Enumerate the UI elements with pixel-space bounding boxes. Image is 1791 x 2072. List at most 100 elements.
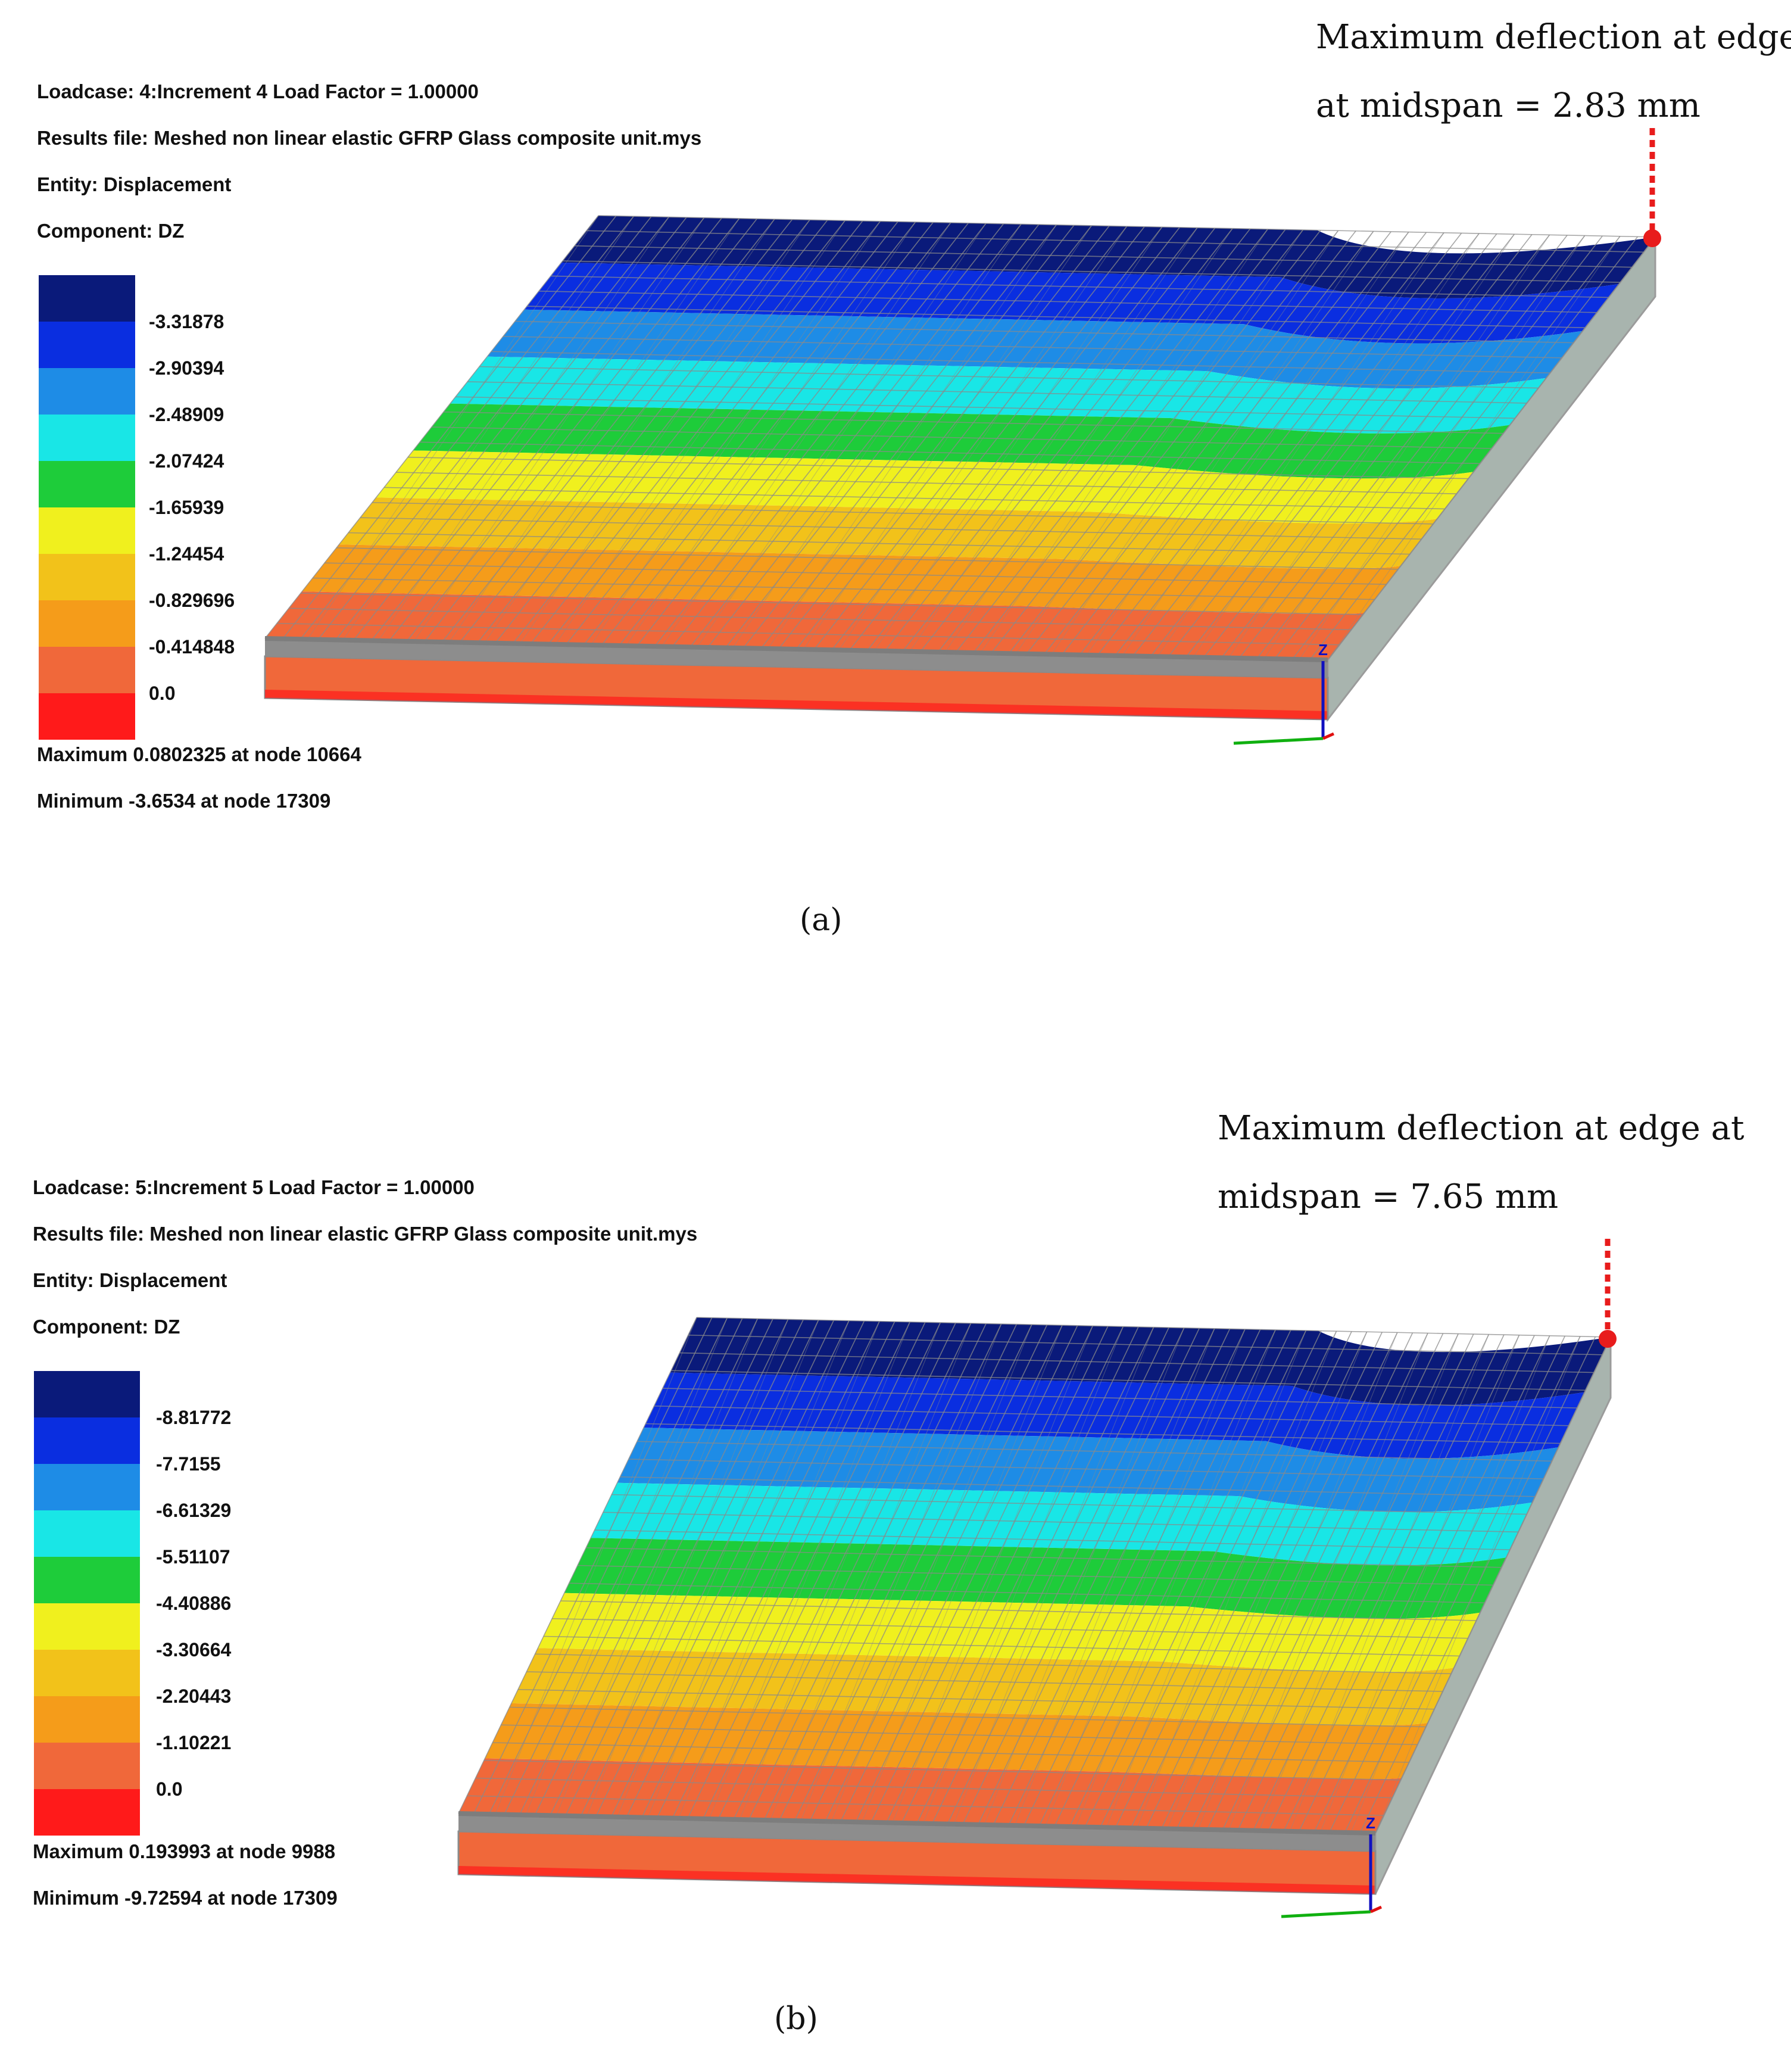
mesh-diagonal bbox=[1299, 235, 1586, 660]
mesh-line bbox=[594, 1529, 1510, 1550]
ply-gap bbox=[458, 1814, 1375, 1851]
mesh-diagonal bbox=[838, 226, 1127, 650]
mesh-diagonal bbox=[953, 1327, 1155, 1825]
mesh-diagonal bbox=[1289, 1334, 1489, 1832]
mesh-line bbox=[538, 290, 1597, 313]
mesh-line bbox=[467, 1795, 1384, 1816]
mesh-diagonal bbox=[626, 222, 916, 646]
legend-level: -3.30664 bbox=[156, 1639, 232, 1660]
legend-swatch bbox=[34, 1789, 140, 1836]
entity-text: Entity: Displacement bbox=[37, 173, 232, 195]
mesh-diagonal bbox=[984, 1328, 1185, 1825]
mesh-diagonal bbox=[709, 1322, 910, 1819]
mesh-line bbox=[696, 1317, 1611, 1338]
component-text: Component: DZ bbox=[33, 1316, 180, 1338]
legend-level: -5.51107 bbox=[156, 1546, 230, 1568]
top-ply-edge bbox=[264, 636, 1328, 662]
deflection-contour-plot-a: Z bbox=[264, 128, 1661, 745]
mesh-line bbox=[562, 260, 1621, 283]
legend-swatch bbox=[34, 1417, 140, 1464]
mesh-line bbox=[501, 1724, 1418, 1746]
mesh-line bbox=[560, 1600, 1477, 1621]
minimum-text: Minimum -9.72594 at node 17309 bbox=[33, 1887, 338, 1909]
mesh-line bbox=[492, 1742, 1409, 1763]
legend-level: -1.10221 bbox=[156, 1732, 232, 1753]
mesh-diagonal bbox=[732, 224, 1022, 649]
x-axis bbox=[1369, 1905, 1383, 1914]
mesh-line bbox=[300, 593, 1363, 615]
loadcase-text: Loadcase: 5:Increment 5 Load Factor = 1.… bbox=[33, 1176, 475, 1198]
mesh-diagonal bbox=[647, 1320, 850, 1818]
mesh-diagonal bbox=[448, 218, 740, 643]
mesh-line bbox=[467, 381, 1527, 404]
contour-band bbox=[487, 309, 1583, 389]
mesh-diagonal bbox=[307, 215, 599, 640]
mesh-line bbox=[577, 1565, 1493, 1586]
mesh-diagonal bbox=[1320, 1335, 1520, 1833]
legend-swatch bbox=[39, 647, 135, 693]
legend-level: -2.48909 bbox=[149, 404, 224, 425]
mesh-diagonal bbox=[1259, 1333, 1459, 1831]
bottom-ply-edge bbox=[458, 1866, 1375, 1894]
legend-swatch bbox=[39, 275, 135, 322]
mesh-diagonal bbox=[484, 219, 775, 643]
mesh-diagonal bbox=[342, 216, 634, 640]
deflection-annotation-line1: Maximum deflection at edge bbox=[1316, 18, 1791, 57]
mesh-diagonal bbox=[1014, 1328, 1215, 1826]
contour-band bbox=[617, 1428, 1559, 1512]
legend-swatch bbox=[34, 1696, 140, 1743]
mesh-line bbox=[276, 622, 1340, 646]
mesh-diagonal bbox=[862, 1325, 1063, 1822]
mesh-diagonal bbox=[1350, 1335, 1550, 1833]
mesh-diagonal bbox=[556, 1318, 758, 1816]
mesh-line bbox=[455, 396, 1515, 419]
mesh-line bbox=[372, 501, 1433, 525]
mesh-diagonal bbox=[1228, 233, 1515, 658]
mesh-diagonal bbox=[803, 225, 1092, 650]
component-text: Component: DZ bbox=[37, 220, 185, 242]
mesh-line bbox=[383, 487, 1445, 510]
bottom-ply-edge bbox=[265, 690, 1328, 719]
contour-band bbox=[450, 356, 1546, 434]
deflection-annotation-line1: Maximum deflection at edge at bbox=[1218, 1109, 1745, 1148]
legend-level: -3.31878 bbox=[149, 311, 224, 332]
legend-level: -2.07424 bbox=[149, 450, 224, 472]
contour-band bbox=[413, 403, 1510, 479]
legend-swatch bbox=[34, 1650, 140, 1696]
mesh-diagonal bbox=[1045, 1329, 1246, 1827]
contour-band bbox=[538, 1593, 1480, 1672]
legend-swatch bbox=[39, 368, 135, 415]
mesh-diagonal bbox=[1051, 230, 1338, 655]
mesh-diagonal bbox=[892, 1326, 1093, 1823]
mesh-line bbox=[443, 411, 1503, 434]
mesh-line bbox=[514, 320, 1574, 344]
mesh-line bbox=[475, 1777, 1393, 1799]
mesh-diagonal bbox=[944, 228, 1233, 653]
mesh-diagonal bbox=[697, 223, 987, 647]
mesh-line bbox=[360, 517, 1422, 540]
panel-b: Z Loadcase: 5:Increment 5 Load Factor = … bbox=[0, 1102, 1791, 2072]
legend-level: -0.829696 bbox=[149, 590, 235, 611]
legend-swatch bbox=[34, 1603, 140, 1650]
mesh-diagonal bbox=[678, 1321, 880, 1819]
legend-level: -6.61329 bbox=[156, 1500, 232, 1521]
mesh-diagonal bbox=[1327, 236, 1621, 660]
figure-caption: (a) bbox=[800, 902, 843, 938]
mesh-line bbox=[288, 607, 1352, 631]
legend-level: 0.0 bbox=[156, 1778, 183, 1800]
mesh-line bbox=[654, 1405, 1569, 1426]
minimum-text: Minimum -3.6534 at node 17309 bbox=[37, 790, 331, 812]
panel-a: Z Loadcase: 4:Increment 4 Load Factor = … bbox=[0, 0, 1791, 1012]
ply-gap bbox=[265, 638, 1328, 678]
mesh-line bbox=[479, 366, 1539, 389]
legend-level: -2.20443 bbox=[156, 1685, 232, 1707]
mesh-line bbox=[431, 426, 1492, 449]
mesh-diagonal bbox=[661, 222, 951, 647]
mesh-line bbox=[526, 1671, 1443, 1692]
mesh-diagonal bbox=[1327, 236, 1656, 660]
mesh-line bbox=[503, 336, 1562, 359]
mesh-diagonal bbox=[1167, 1331, 1368, 1829]
legend-swatch bbox=[39, 322, 135, 368]
mesh-line bbox=[419, 441, 1480, 465]
mesh-line bbox=[550, 275, 1609, 298]
